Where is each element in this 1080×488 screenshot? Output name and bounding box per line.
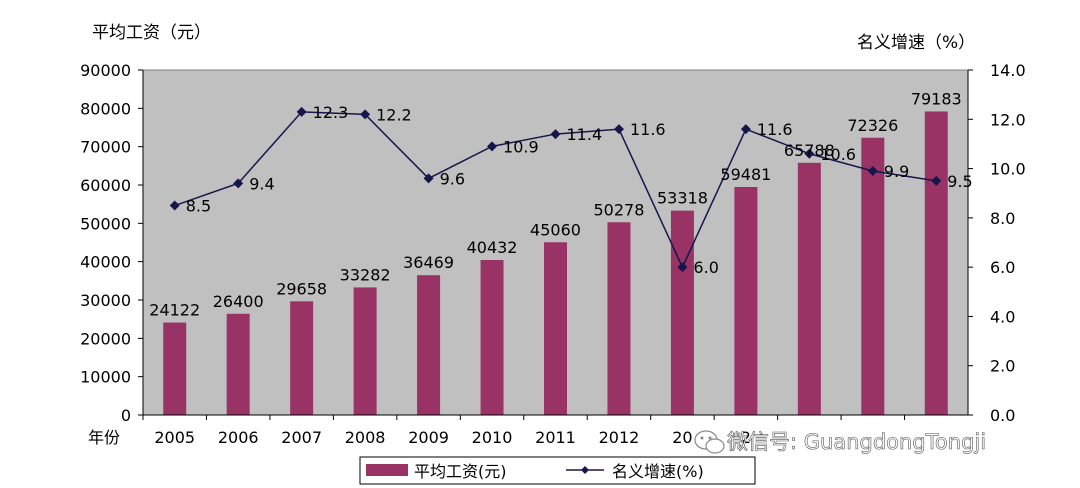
- watermark-text: 微信号: GuangdongTongji: [727, 430, 986, 454]
- data-labels: 24122 26400 29658 33282 36469 40432 45060 50278…: [149, 89, 972, 319]
- x-axis-tick-label: 2: [741, 428, 751, 447]
- line-value-label: 10.9: [503, 137, 539, 156]
- line-point-2011: [550, 129, 561, 140]
- left-axis-tick-label: 20000: [80, 329, 131, 348]
- bar-2010: [480, 260, 504, 415]
- line-point-2008: [360, 109, 371, 120]
- right-axis-tick-label: 6.0: [990, 258, 1015, 277]
- bar-value-label: 33282: [340, 265, 391, 284]
- left-axis-tick-label: 40000: [80, 253, 131, 272]
- x-axis-tick-label: 2010: [472, 428, 513, 447]
- bar-2006: [226, 313, 250, 415]
- legend-line-label: 名义增速(%): [612, 462, 704, 481]
- line-value-label: 9.4: [249, 174, 274, 193]
- line-point-2006: [233, 178, 244, 189]
- bar-value-label: 59481: [720, 165, 771, 184]
- line-point-2017: [931, 175, 942, 186]
- right-axis-tick-label: 2.0: [990, 357, 1015, 376]
- left-axis-tick-label: 60000: [80, 176, 131, 195]
- bar-2013: [670, 210, 694, 415]
- line-point-2005: [169, 200, 180, 211]
- bar-2009: [417, 275, 441, 415]
- bar-2011: [544, 242, 567, 415]
- left-axis-tick-label: 30000: [80, 291, 131, 310]
- right-axis-tick-label: 0.0: [990, 406, 1015, 425]
- line-point-2013: [677, 262, 688, 273]
- x-axis-tick-label: 2011: [535, 428, 576, 447]
- x-axis-tick-label: 2009: [408, 428, 449, 447]
- line-value-label: 12.3: [313, 103, 349, 122]
- right-axis-tick-label: 14.0: [990, 61, 1026, 80]
- x-axis-tick-label: 20: [672, 428, 692, 447]
- line-value-label: 8.5: [186, 197, 211, 216]
- line-point-2009: [423, 173, 434, 184]
- bar-2015: [797, 162, 821, 415]
- line-value-label: 11.6: [630, 120, 666, 139]
- line-value-label: 6.0: [693, 258, 718, 277]
- x-axis-tick-label: 2006: [218, 428, 259, 447]
- line-point-2012: [613, 124, 624, 135]
- left-axis-tick-label: 70000: [80, 138, 131, 157]
- x-axis-tick-label: 2005: [154, 428, 195, 447]
- line-value-label: 12.2: [376, 105, 412, 124]
- bar-value-label: 79183: [911, 89, 962, 108]
- bar-2014: [734, 186, 758, 415]
- axes: 0 10000 20000 30000 40000 50000 60000 70000 8000…: [80, 61, 1026, 447]
- right-axis-tick-label: 8.0: [990, 209, 1015, 228]
- watermark: 微信号: GuangdongTongji: [694, 430, 986, 454]
- bars: [163, 111, 948, 416]
- legend-bar-label: 平均工资(元): [414, 462, 507, 481]
- x-axis-tick-label: 2012: [599, 428, 640, 447]
- line-value-label: 11.6: [757, 120, 793, 139]
- legend-box: [359, 456, 756, 485]
- bar-2005: [163, 322, 187, 415]
- bar-2007: [290, 301, 314, 415]
- left-axis-tick-label: 10000: [80, 368, 131, 387]
- left-axis-tick-label: 50000: [80, 214, 131, 233]
- bar-value-label: 40432: [467, 238, 518, 257]
- bar-value-label: 26400: [213, 292, 264, 311]
- bar-value-label: 65788: [784, 141, 835, 160]
- bar-value-label: 45060: [530, 220, 581, 239]
- line-point-2007: [296, 106, 307, 117]
- bar-value-label: 53318: [657, 189, 708, 208]
- x-axis-title: 年份: [88, 428, 120, 447]
- left-axis-title: 平均工资（元）: [92, 23, 211, 43]
- right-axis-tick-label: 10.0: [990, 160, 1026, 179]
- line-series: [169, 106, 942, 273]
- right-axis-title: 名义增速（%）: [857, 33, 975, 53]
- legend-bar-swatch: [366, 464, 408, 476]
- legend: 平均工资(元) 名义增速(%): [359, 456, 756, 485]
- bar-value-label: 50278: [594, 200, 645, 219]
- bar-value-label: 29658: [276, 279, 327, 298]
- line-value-label: 11.4: [567, 125, 603, 144]
- line-point-2010: [487, 141, 498, 152]
- left-axis-tick-label: 0: [121, 406, 131, 425]
- line-point-2014: [740, 124, 751, 135]
- right-axis-tick-label: 12.0: [990, 110, 1026, 129]
- line-value-label: 9.5: [947, 172, 972, 191]
- x-axis-tick-label: 2007: [281, 428, 322, 447]
- line-point-2016: [867, 166, 878, 177]
- legend-line-marker: [581, 466, 589, 474]
- right-axis-tick-label: 4.0: [990, 307, 1015, 326]
- bar-2008: [353, 287, 377, 415]
- line-point-2015: [804, 148, 815, 159]
- line-value-label: 9.6: [440, 169, 465, 188]
- bar-value-label: 24122: [149, 301, 200, 320]
- line-value-label: 9.9: [884, 162, 909, 181]
- left-axis-tick-label: 80000: [80, 99, 131, 118]
- line-value-label: 10.6: [820, 145, 856, 164]
- wechat-icon: [694, 430, 725, 454]
- bar-2017: [924, 111, 948, 416]
- bar-value-label: 72326: [847, 116, 898, 135]
- bar-2016: [861, 137, 885, 415]
- left-axis-tick-label: 90000: [80, 61, 131, 80]
- bar-value-label: 36469: [403, 253, 454, 272]
- x-axis-tick-label: 2008: [345, 428, 386, 447]
- bar-2012: [607, 222, 631, 415]
